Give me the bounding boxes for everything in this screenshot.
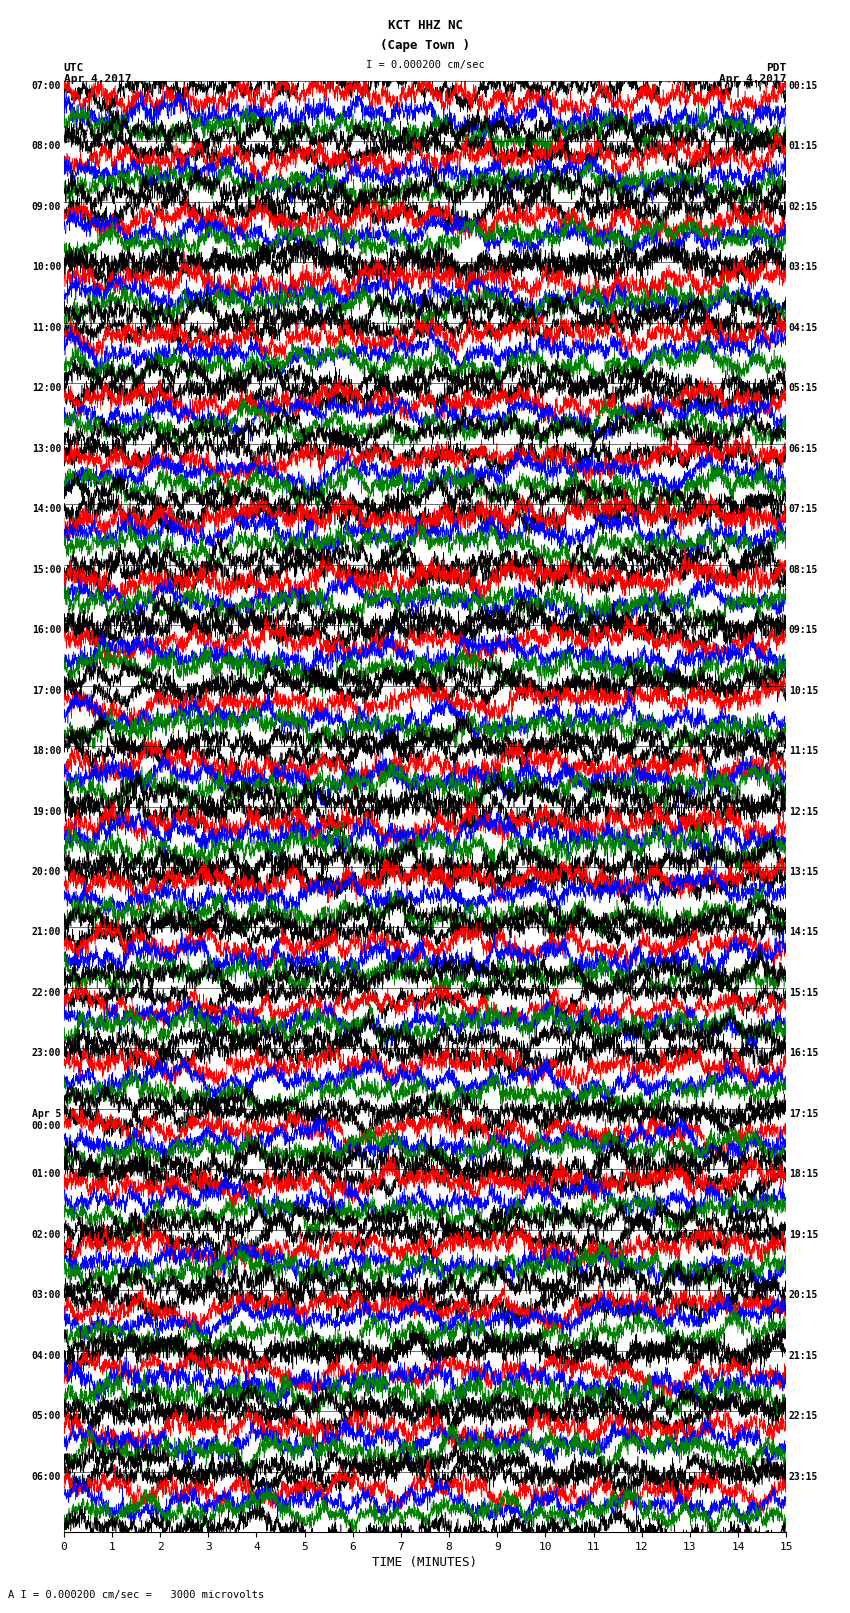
Text: 04:00: 04:00 (31, 1352, 61, 1361)
Text: 12:00: 12:00 (31, 384, 61, 394)
Text: 14:00: 14:00 (31, 503, 61, 515)
Text: 11:00: 11:00 (31, 323, 61, 332)
Text: 20:15: 20:15 (789, 1290, 819, 1300)
Text: 01:00: 01:00 (31, 1169, 61, 1179)
Text: 20:00: 20:00 (31, 868, 61, 877)
Text: 00:15: 00:15 (789, 81, 819, 90)
Text: 15:15: 15:15 (789, 987, 819, 998)
Text: 11:15: 11:15 (789, 745, 819, 756)
Text: 03:15: 03:15 (789, 263, 819, 273)
Text: 05:15: 05:15 (789, 384, 819, 394)
Text: 08:15: 08:15 (789, 565, 819, 574)
Text: I = 0.000200 cm/sec: I = 0.000200 cm/sec (366, 60, 484, 69)
X-axis label: TIME (MINUTES): TIME (MINUTES) (372, 1557, 478, 1569)
Text: 02:15: 02:15 (789, 202, 819, 211)
Text: 03:00: 03:00 (31, 1290, 61, 1300)
Text: 23:00: 23:00 (31, 1048, 61, 1058)
Text: 22:15: 22:15 (789, 1411, 819, 1421)
Text: 13:00: 13:00 (31, 444, 61, 453)
Text: (Cape Town ): (Cape Town ) (380, 39, 470, 52)
Text: 17:15: 17:15 (789, 1110, 819, 1119)
Text: 08:00: 08:00 (31, 142, 61, 152)
Text: 04:15: 04:15 (789, 323, 819, 332)
Text: Apr 4,2017: Apr 4,2017 (719, 74, 786, 84)
Text: PDT: PDT (766, 63, 786, 73)
Text: 23:15: 23:15 (789, 1471, 819, 1482)
Text: 07:15: 07:15 (789, 503, 819, 515)
Text: 07:00: 07:00 (31, 81, 61, 90)
Text: 17:00: 17:00 (31, 686, 61, 695)
Text: 06:00: 06:00 (31, 1471, 61, 1482)
Text: 10:00: 10:00 (31, 263, 61, 273)
Text: 22:00: 22:00 (31, 987, 61, 998)
Text: 10:15: 10:15 (789, 686, 819, 695)
Text: 05:00: 05:00 (31, 1411, 61, 1421)
Text: KCT HHZ NC: KCT HHZ NC (388, 19, 462, 32)
Text: A I = 0.000200 cm/sec =   3000 microvolts: A I = 0.000200 cm/sec = 3000 microvolts (8, 1590, 264, 1600)
Text: 06:15: 06:15 (789, 444, 819, 453)
Text: 21:15: 21:15 (789, 1352, 819, 1361)
Text: UTC: UTC (64, 63, 84, 73)
Text: 15:00: 15:00 (31, 565, 61, 574)
Text: Apr 5
00:00: Apr 5 00:00 (31, 1110, 61, 1131)
Text: 02:00: 02:00 (31, 1231, 61, 1240)
Text: 13:15: 13:15 (789, 868, 819, 877)
Text: 14:15: 14:15 (789, 927, 819, 937)
Text: 01:15: 01:15 (789, 142, 819, 152)
Text: 19:15: 19:15 (789, 1231, 819, 1240)
Text: 18:00: 18:00 (31, 745, 61, 756)
Text: 16:15: 16:15 (789, 1048, 819, 1058)
Text: 19:00: 19:00 (31, 806, 61, 816)
Text: 18:15: 18:15 (789, 1169, 819, 1179)
Text: 09:00: 09:00 (31, 202, 61, 211)
Text: 21:00: 21:00 (31, 927, 61, 937)
Text: 16:00: 16:00 (31, 624, 61, 636)
Text: 09:15: 09:15 (789, 624, 819, 636)
Text: Apr 4,2017: Apr 4,2017 (64, 74, 131, 84)
Text: 12:15: 12:15 (789, 806, 819, 816)
